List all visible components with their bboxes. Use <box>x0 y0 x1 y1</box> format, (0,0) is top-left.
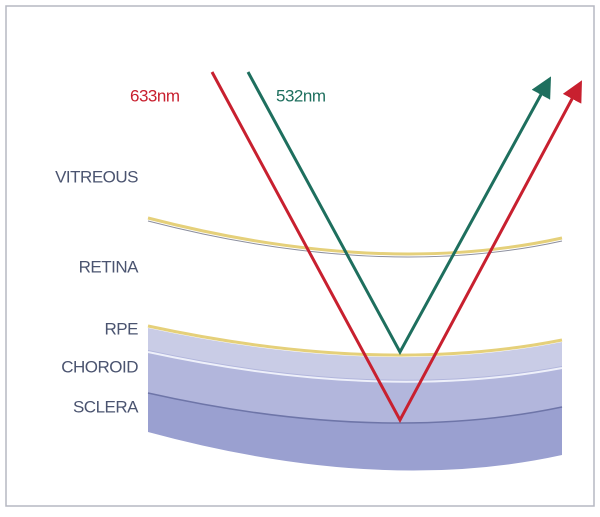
layer-label: RETINA <box>79 257 140 276</box>
wavelength-label: 532nm <box>276 86 326 105</box>
wavelength-label: 633nm <box>130 86 180 105</box>
layer-label: SCLERA <box>73 397 139 416</box>
layer-label: VITREOUS <box>55 167 138 186</box>
layer-label: RPE <box>105 319 139 338</box>
diagram: 633nm 532nm VITREOUS RETINA RPE CHOROID … <box>0 0 600 512</box>
layer-label: CHOROID <box>61 357 138 376</box>
